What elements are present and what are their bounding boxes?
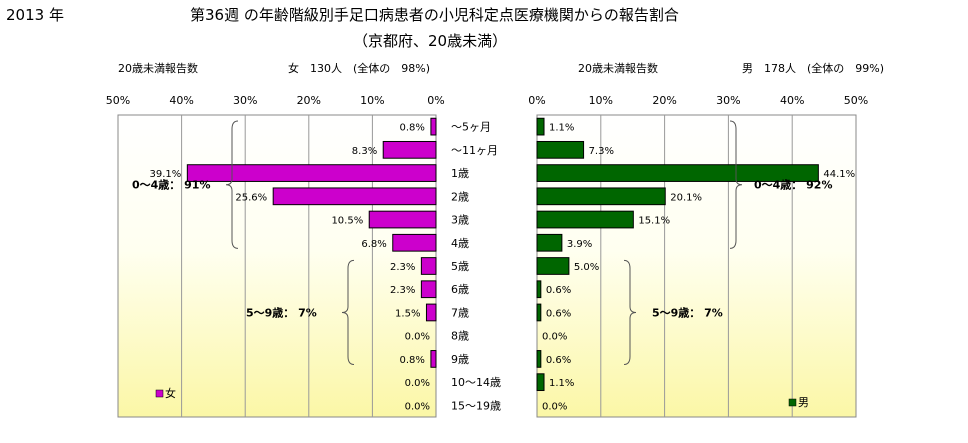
male-bar	[536, 257, 570, 275]
category-label: 8歳	[451, 330, 469, 343]
category-label: 9歳	[451, 353, 469, 366]
chart-title: 第36週 の年齢階級別手足口病患者の小児科定点医療機関からの報告割合	[190, 6, 679, 24]
category-label: 10～14歳	[451, 376, 501, 389]
female-data-label: 2.3%	[390, 285, 415, 296]
male-bar	[536, 117, 545, 136]
male-age-5-9-brace	[623, 259, 637, 366]
male-data-label: 0.6%	[546, 285, 571, 296]
male-tick-label: 20%	[652, 94, 676, 107]
male-tick-label: 10%	[589, 94, 613, 107]
female-count-label: 20歳未満報告数	[118, 62, 198, 75]
male-data-label: 44.1%	[823, 169, 855, 180]
category-label: 7歳	[451, 306, 469, 319]
female-data-label: 0.8%	[400, 123, 425, 134]
female-bar	[430, 350, 437, 368]
male-age-0-4-brace	[729, 120, 743, 249]
female-bar	[430, 117, 437, 136]
male-legend-label: 男	[798, 396, 809, 409]
female-age-0-4-brace	[225, 120, 239, 249]
female-bar	[382, 140, 437, 159]
female-tick-label: 30%	[233, 94, 257, 107]
female-data-label: 39.1%	[150, 169, 182, 180]
female-bar	[186, 164, 437, 182]
female-data-label: 8.3%	[352, 146, 377, 157]
male-bar	[536, 187, 666, 206]
male-data-label: 1.1%	[549, 378, 574, 389]
male-data-label: 0.0%	[542, 401, 567, 412]
male-legend-swatch	[788, 398, 797, 407]
female-tick-label: 20%	[297, 94, 321, 107]
male-data-label: 7.3%	[589, 146, 614, 157]
category-label: ～5ヶ月	[451, 121, 491, 134]
male-bar	[536, 373, 545, 392]
female-bar	[420, 280, 437, 299]
female-bar	[392, 233, 437, 252]
female-age-0-4-label: 0～4歳： 91%	[132, 178, 210, 192]
male-data-label: 0.0%	[542, 332, 567, 343]
male-bar	[536, 233, 563, 252]
category-label: 15～19歳	[451, 399, 501, 412]
male-bar	[536, 210, 634, 229]
male-bar	[536, 140, 585, 159]
male-bar	[536, 164, 819, 182]
category-label: 4歳	[451, 237, 469, 250]
header-year: 2013 年	[6, 6, 64, 24]
female-data-label: 0.0%	[405, 401, 430, 412]
female-age-5-9-brace	[341, 259, 355, 366]
male-bar	[536, 350, 542, 368]
female-count-text: 女 130人 (全体の 98%)	[288, 62, 431, 75]
female-plot-area	[117, 114, 437, 418]
male-tick-label: 40%	[780, 94, 804, 107]
male-age-0-4-label: 0～4歳： 92%	[754, 178, 832, 192]
male-bar	[536, 303, 542, 322]
category-label: 5歳	[451, 260, 469, 273]
female-bar	[425, 303, 437, 322]
female-tick-label: 40%	[169, 94, 193, 107]
male-data-label: 20.1%	[670, 192, 702, 203]
male-count-label: 20歳未満報告数	[578, 62, 658, 75]
female-data-label: 0.0%	[405, 378, 430, 389]
female-data-label: 25.6%	[235, 192, 267, 203]
male-data-label: 0.6%	[546, 308, 571, 319]
male-data-label: 0.6%	[546, 355, 571, 366]
female-data-label: 6.8%	[361, 239, 386, 250]
male-age-5-9-label: 5～9歳： 7%	[652, 305, 723, 319]
female-tick-label: 0%	[427, 94, 444, 107]
category-label: ～11ヶ月	[451, 144, 498, 157]
female-bar	[368, 210, 437, 229]
chart-subtitle: （京都府、20歳未満）	[353, 32, 508, 50]
female-data-label: 10.5%	[331, 216, 363, 227]
female-tick-label: 50%	[106, 94, 130, 107]
category-label: 1歳	[451, 167, 469, 180]
female-age-5-9-label: 5～9歳： 7%	[246, 305, 317, 319]
male-tick-label: 30%	[716, 94, 740, 107]
male-tick-label: 0%	[528, 94, 545, 107]
female-legend-label: 女	[165, 386, 176, 400]
male-data-label: 3.9%	[567, 239, 592, 250]
female-legend-swatch	[155, 389, 164, 398]
male-data-label: 5.0%	[574, 262, 599, 273]
male-bar	[536, 280, 542, 299]
female-data-label: 0.0%	[405, 332, 430, 343]
category-label: 6歳	[451, 283, 469, 296]
male-data-label: 15.1%	[638, 216, 670, 227]
male-count-text: 男 178人 (全体の 99%)	[742, 62, 885, 75]
female-data-label: 2.3%	[390, 262, 415, 273]
female-data-label: 0.8%	[400, 355, 425, 366]
category-label: 3歳	[451, 214, 469, 227]
female-bar	[420, 257, 437, 275]
category-label: 2歳	[451, 190, 469, 203]
female-tick-label: 10%	[360, 94, 384, 107]
female-bar	[272, 187, 437, 206]
male-tick-label: 50%	[844, 94, 868, 107]
male-data-label: 1.1%	[549, 123, 574, 134]
female-data-label: 1.5%	[395, 308, 420, 319]
